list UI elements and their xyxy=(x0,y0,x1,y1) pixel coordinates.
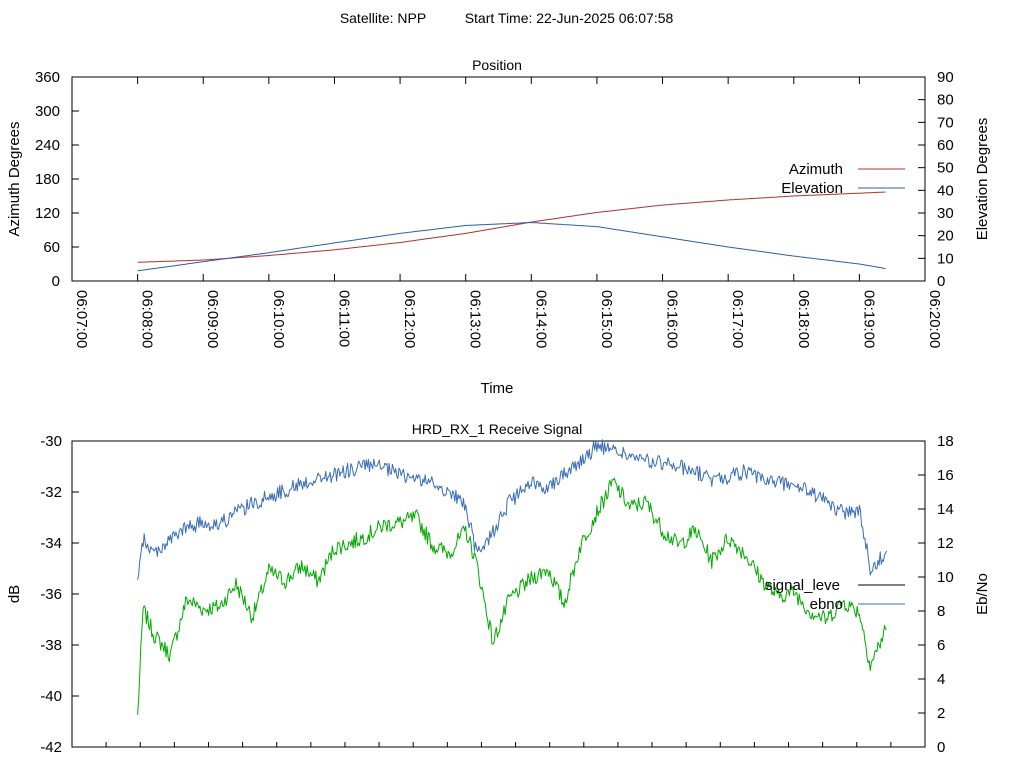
position-x-tick-label: 06:15:00 xyxy=(598,290,615,348)
position-y-tick-label: 180 xyxy=(35,171,60,188)
signal-y-axis-title: dB xyxy=(6,585,23,603)
position-y-tick-label: 120 xyxy=(35,205,60,222)
position-chart-title: Position xyxy=(472,57,522,73)
position-axes: 0 60 120 180 240 300 360 0 10 20 30 40 50 60 70 80 90 06:… xyxy=(35,69,954,348)
position-x-tick-label: 06:13:00 xyxy=(467,290,484,348)
position-x-tick-label: 06:19:00 xyxy=(860,290,877,348)
signal-y2-tick-label: 14 xyxy=(937,501,954,518)
signal-y-tick-label: -38 xyxy=(40,637,62,654)
position-y2-tick-label: 10 xyxy=(937,250,954,267)
position-y2-tick-label: 90 xyxy=(937,69,954,86)
signal-y-tick-label: -30 xyxy=(40,433,62,450)
position-x-tick-label: 06:08:00 xyxy=(139,290,156,348)
series-line-ebno xyxy=(137,439,888,580)
position-y-tick-label: 360 xyxy=(35,69,60,86)
signal-y2-tick-label: 6 xyxy=(937,637,945,654)
position-series xyxy=(137,191,886,272)
position-y-tick-label: 60 xyxy=(43,239,60,256)
position-x-tick-label: 06:18:00 xyxy=(795,290,812,348)
signal-y2-tick-label: 12 xyxy=(937,535,954,552)
position-x-tick-label: 06:07:00 xyxy=(73,290,90,348)
legend-label-elevation: Elevation xyxy=(781,180,843,197)
signal-y2-tick-label: 0 xyxy=(937,739,945,756)
signal-chart-title: HRD_RX_1 Receive Signal xyxy=(412,421,582,437)
start-time-label: Start Time: 22-Jun-2025 06:07:58 xyxy=(465,10,674,26)
position-chart: Position Azimuth Degrees Elevation Degre… xyxy=(6,57,991,397)
signal-y2-tick-label: 8 xyxy=(937,603,945,620)
position-y-tick-label: 240 xyxy=(35,137,60,154)
signal-y2-tick-label: 18 xyxy=(937,433,954,450)
position-legend: Azimuth Elevation xyxy=(781,161,905,197)
position-x-tick-label: 06:11:00 xyxy=(335,290,352,347)
signal-y2-axis-title: Eb/No xyxy=(974,573,991,615)
position-y2-tick-label: 20 xyxy=(937,228,954,245)
position-x-tick-label: 06:12:00 xyxy=(401,290,418,348)
signal-y-tick-label: -40 xyxy=(40,688,62,705)
legend-label-ebno: ebno xyxy=(810,596,843,613)
legend-label-signal-level: signal_leve xyxy=(765,577,840,594)
signal-y-tick-label: -32 xyxy=(40,484,62,501)
position-plot-frame xyxy=(71,76,926,282)
position-y2-axis-title: Elevation Degrees xyxy=(974,118,991,241)
series-line-azimuth xyxy=(137,191,886,263)
position-x-tick-label: 06:20:00 xyxy=(926,290,943,348)
signal-axes: -42 -40 -38 -36 -34 -32 -30 0 2 4 6 8 10 12 14 16 18 xyxy=(40,433,953,756)
position-y2-tick-label: 80 xyxy=(937,92,954,109)
position-y2-tick-label: 50 xyxy=(937,160,954,177)
satellite-label: Satellite: NPP xyxy=(340,10,426,26)
signal-y-tick-label: -42 xyxy=(40,739,62,756)
position-y-axis-title: Azimuth Degrees xyxy=(6,121,23,236)
signal-y2-tick-label: 16 xyxy=(937,467,954,484)
position-y2-tick-label: 30 xyxy=(937,205,954,222)
signal-y-tick-label: -36 xyxy=(40,586,62,603)
signal-legend: signal_leve ebno xyxy=(765,577,905,613)
position-x-tick-label: 06:10:00 xyxy=(270,290,287,348)
position-x-tick-label: 06:14:00 xyxy=(532,290,549,348)
position-y2-tick-label: 0 xyxy=(937,273,945,290)
signal-series xyxy=(137,439,888,715)
position-y-tick-label: 300 xyxy=(35,103,60,120)
signal-chart: HRD_RX_1 Receive Signal dB Eb/No -42-40-… xyxy=(6,421,991,756)
position-x-tick-label: 06:17:00 xyxy=(729,290,746,348)
signal-y-tick-label: -34 xyxy=(40,535,62,552)
signal-y2-tick-label: 4 xyxy=(937,671,945,688)
position-x-tick-label: 06:09:00 xyxy=(204,290,221,348)
position-x-axis-title: Time xyxy=(481,380,514,397)
signal-y2-tick-label: 2 xyxy=(937,705,945,722)
position-x-tick-label: 06:16:00 xyxy=(664,290,681,348)
legend-label-azimuth: Azimuth xyxy=(789,161,843,178)
position-y2-tick-label: 40 xyxy=(937,182,954,199)
series-line-elevation xyxy=(137,221,886,272)
signal-y2-tick-label: 10 xyxy=(937,569,954,586)
position-y2-tick-label: 60 xyxy=(937,137,954,154)
series-line-signal-leve xyxy=(137,477,887,715)
position-y-tick-label: 0 xyxy=(52,273,60,290)
position-y2-tick-label: 70 xyxy=(937,114,954,131)
